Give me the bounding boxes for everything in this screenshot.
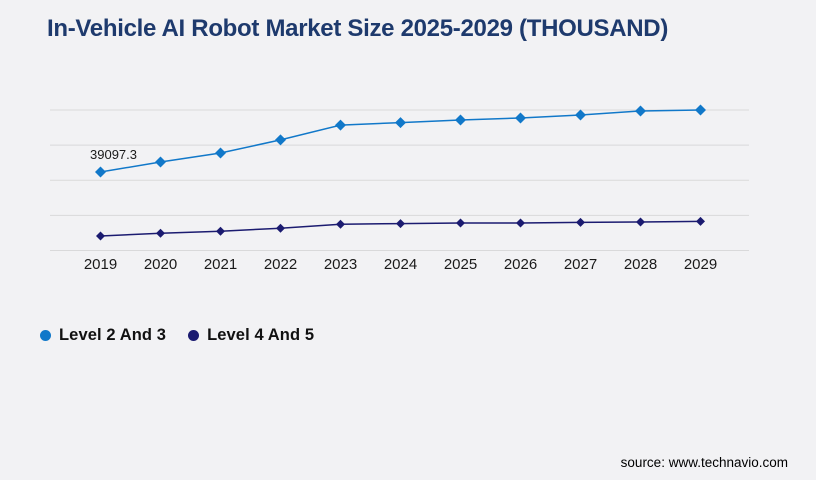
legend-marker-level-2-and-3-icon: [40, 330, 51, 341]
data-point-marker-icon: [695, 104, 706, 116]
x-axis-label: 2026: [504, 256, 537, 273]
x-axis-label: 2023: [324, 256, 357, 273]
data-point-marker-icon: [456, 218, 465, 228]
data-point-marker-icon: [575, 109, 586, 121]
legend-item-level-2-and-3: Level 2 And 3: [40, 326, 166, 345]
legend-item-level-4-and-5: Level 4 And 5: [188, 326, 314, 345]
data-point-label: 39097.3: [90, 147, 137, 162]
data-point-marker-icon: [275, 134, 286, 146]
x-axis-label: 2020: [144, 256, 177, 273]
x-axis-label: 2029: [684, 256, 717, 273]
x-axis-label: 2028: [624, 256, 657, 273]
data-point-marker-icon: [455, 114, 466, 126]
chart-title: In-Vehicle AI Robot Market Size 2025-202…: [47, 15, 669, 42]
data-point-marker-icon: [636, 217, 645, 227]
data-point-marker-icon: [635, 105, 646, 117]
line-chart-canvas: 39097.3 2019 2020 2021 2022 2023 2024 2025 2026 2…: [50, 104, 749, 273]
x-axis-label: 2019: [84, 256, 117, 273]
data-point-marker-icon: [276, 223, 285, 233]
source-attribution: source: www.technavio.com: [620, 455, 788, 470]
x-axis-label: 2027: [564, 256, 597, 273]
data-point-marker-icon: [96, 231, 105, 241]
legend-marker-level-4-and-5-icon: [188, 330, 200, 341]
data-point-marker-icon: [155, 156, 166, 168]
data-point-marker-icon: [396, 219, 405, 229]
legend-label-level-4-and-5: Level 4 And 5: [207, 326, 315, 344]
data-point-marker-icon: [516, 218, 525, 228]
x-axis-label: 2024: [384, 256, 417, 273]
data-point-marker-icon: [336, 219, 345, 229]
data-point-marker-icon: [156, 228, 165, 238]
data-point-marker-icon: [95, 166, 106, 178]
data-point-marker-icon: [696, 216, 705, 226]
data-point-marker-icon: [395, 117, 406, 129]
data-point-marker-icon: [216, 226, 225, 236]
data-point-marker-icon: [576, 217, 585, 227]
legend: Level 2 And 3 Level 4 And 5: [40, 326, 314, 345]
data-point-marker-icon: [335, 119, 346, 131]
x-axis-label: 2022: [264, 256, 297, 273]
legend-label-level-2-and-3: Level 2 And 3: [59, 326, 167, 344]
x-axis-label: 2021: [204, 256, 237, 273]
data-point-marker-icon: [215, 147, 226, 159]
x-axis-label: 2025: [444, 256, 477, 273]
data-point-marker-icon: [515, 112, 526, 124]
